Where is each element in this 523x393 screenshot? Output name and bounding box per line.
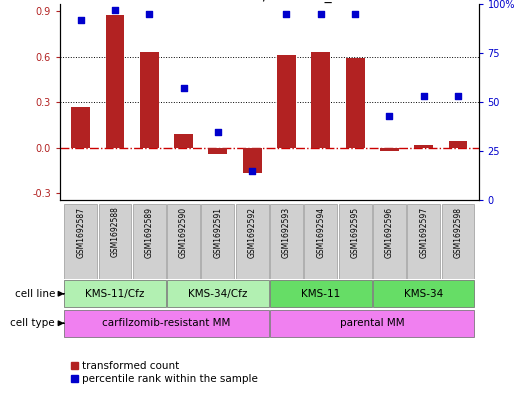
Bar — [140, 52, 159, 147]
Text: GSM1692589: GSM1692589 — [145, 207, 154, 257]
Bar — [174, 134, 193, 147]
Point — [454, 93, 462, 99]
Bar — [270, 204, 303, 279]
Point — [145, 11, 153, 17]
Text: GSM1692587: GSM1692587 — [76, 207, 85, 257]
Bar — [270, 310, 474, 337]
Text: GSM1692593: GSM1692593 — [282, 207, 291, 258]
Text: carfilzomib-resistant MM: carfilzomib-resistant MM — [103, 318, 231, 328]
Bar — [64, 204, 97, 279]
Bar — [98, 204, 131, 279]
Text: GSM1692590: GSM1692590 — [179, 207, 188, 258]
Point — [248, 168, 256, 174]
Bar — [346, 58, 365, 147]
Text: cell line: cell line — [15, 289, 55, 299]
Bar — [64, 280, 166, 307]
Bar — [133, 204, 166, 279]
Bar — [167, 204, 200, 279]
Bar — [201, 204, 234, 279]
Text: KMS-11: KMS-11 — [301, 289, 340, 299]
Point — [385, 113, 394, 119]
Bar — [407, 204, 440, 279]
Bar — [71, 107, 90, 147]
Legend: transformed count, percentile rank within the sample: transformed count, percentile rank withi… — [71, 361, 258, 384]
Bar — [311, 52, 330, 147]
Bar — [64, 310, 269, 337]
Bar — [106, 15, 124, 147]
Point — [419, 93, 428, 99]
Point — [316, 11, 325, 17]
Bar — [338, 204, 371, 279]
Text: GSM1692597: GSM1692597 — [419, 207, 428, 258]
Bar — [441, 204, 474, 279]
Text: GSM1692595: GSM1692595 — [350, 207, 360, 258]
Bar — [167, 280, 269, 307]
Bar — [243, 147, 262, 173]
Bar — [373, 204, 406, 279]
Bar — [209, 147, 228, 154]
Text: GSM1692596: GSM1692596 — [385, 207, 394, 258]
Point — [351, 11, 359, 17]
Bar — [380, 147, 399, 151]
Text: GSM1692588: GSM1692588 — [110, 207, 120, 257]
Text: GSM1692594: GSM1692594 — [316, 207, 325, 258]
Point — [76, 17, 85, 23]
Text: GSM1692591: GSM1692591 — [213, 207, 222, 257]
Point — [179, 85, 188, 92]
Text: GSM1692592: GSM1692592 — [248, 207, 257, 257]
Bar — [236, 204, 269, 279]
Bar — [414, 145, 433, 147]
Text: GSM1692598: GSM1692598 — [453, 207, 462, 257]
Point — [282, 11, 291, 17]
Bar — [277, 55, 296, 147]
Bar — [449, 141, 468, 147]
Text: KMS-34/Cfz: KMS-34/Cfz — [188, 289, 247, 299]
Text: KMS-34: KMS-34 — [404, 289, 444, 299]
Text: KMS-11/Cfz: KMS-11/Cfz — [85, 289, 145, 299]
Text: cell type: cell type — [10, 318, 55, 328]
Point — [214, 129, 222, 135]
Bar — [270, 280, 371, 307]
Point — [111, 7, 119, 13]
Bar — [373, 280, 474, 307]
Bar — [304, 204, 337, 279]
Text: parental MM: parental MM — [340, 318, 405, 328]
Title: GDS5826 / 215436_at: GDS5826 / 215436_at — [193, 0, 346, 3]
